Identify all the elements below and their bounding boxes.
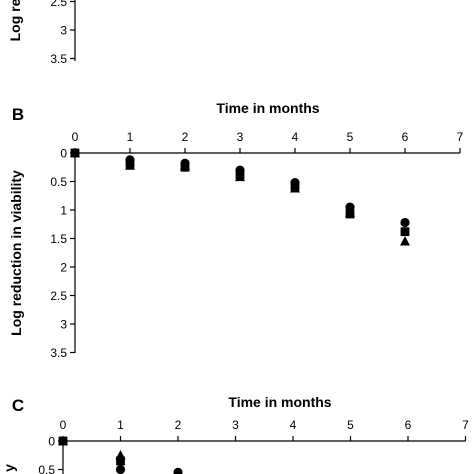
y-tick-label: 3 bbox=[60, 318, 67, 332]
series-circle bbox=[58, 436, 183, 474]
data-point-circle bbox=[345, 202, 355, 212]
x-tick-label: 5 bbox=[347, 130, 354, 144]
data-point-circle bbox=[58, 436, 68, 446]
x-tick-label: 7 bbox=[462, 418, 469, 432]
data-point-circle bbox=[125, 155, 135, 165]
data-point-circle bbox=[290, 178, 300, 188]
y-tick-label: 0.5 bbox=[38, 463, 55, 474]
data-point-square bbox=[116, 456, 125, 466]
x-tick-label: 0 bbox=[72, 130, 79, 144]
panel-b: B Time in months 0 1 2 3 4 5 6 7 0 0.5 1 1.5 2 2.5 3 3.5 L… bbox=[8, 100, 464, 360]
data-point-square bbox=[345, 209, 355, 219]
data-point-triangle bbox=[400, 236, 410, 246]
series-triangle bbox=[70, 147, 410, 246]
x-tick-label: 6 bbox=[405, 418, 412, 432]
y-tick-label: 3.5 bbox=[50, 52, 67, 66]
panel-letter: B bbox=[12, 105, 24, 124]
y-tick-label: 3.5 bbox=[50, 346, 67, 360]
data-point-circle bbox=[70, 148, 80, 158]
panel-letter: C bbox=[12, 396, 24, 415]
y-axis-title: y bbox=[1, 464, 17, 472]
x-tick-label: 0 bbox=[60, 418, 67, 432]
x-axis-title: Time in months bbox=[216, 100, 319, 116]
series-triangle bbox=[58, 435, 126, 460]
data-point-circle bbox=[180, 158, 190, 168]
data-point-circle bbox=[173, 467, 183, 474]
x-tick-label: 5 bbox=[347, 418, 354, 432]
y-tick-label: 0 bbox=[60, 147, 67, 161]
series-square bbox=[70, 148, 410, 237]
x-tick-label: 1 bbox=[127, 130, 134, 144]
y-axis-title: Log re bbox=[7, 0, 23, 41]
x-tick-label: 6 bbox=[402, 130, 409, 144]
x-tick-label: 1 bbox=[117, 418, 124, 432]
y-tick-label: 0.5 bbox=[50, 175, 67, 189]
y-axis-title: Log reduction in viability bbox=[8, 170, 24, 336]
panel-c: C Time in months 0 1 2 3 4 5 6 7 0 0.5 y bbox=[1, 394, 469, 474]
y-tick-label: 2.5 bbox=[50, 0, 67, 9]
y-tick-label: 0 bbox=[48, 435, 55, 449]
y-tick-label: 1 bbox=[60, 204, 67, 218]
data-point-square bbox=[400, 227, 410, 237]
y-tick-label: 2.5 bbox=[50, 289, 67, 303]
x-tick-label: 3 bbox=[232, 418, 239, 432]
data-point-circle bbox=[115, 464, 126, 474]
panel-a: 2.5 3 3.5 Log re bbox=[7, 0, 76, 66]
data-point-circle bbox=[235, 165, 245, 175]
x-tick-label: 2 bbox=[182, 130, 189, 144]
x-axis-title: Time in months bbox=[228, 394, 331, 410]
x-tick-label: 4 bbox=[290, 418, 297, 432]
x-tick-label: 2 bbox=[175, 418, 182, 432]
x-tick-label: 4 bbox=[292, 130, 299, 144]
series-circle bbox=[70, 148, 410, 228]
x-tick-label: 3 bbox=[237, 130, 244, 144]
x-tick-label: 7 bbox=[457, 130, 464, 144]
y-tick-label: 2 bbox=[60, 261, 67, 275]
y-tick-label: 1.5 bbox=[50, 232, 67, 246]
data-point-circle bbox=[400, 217, 410, 228]
y-tick-label: 3 bbox=[60, 24, 67, 38]
